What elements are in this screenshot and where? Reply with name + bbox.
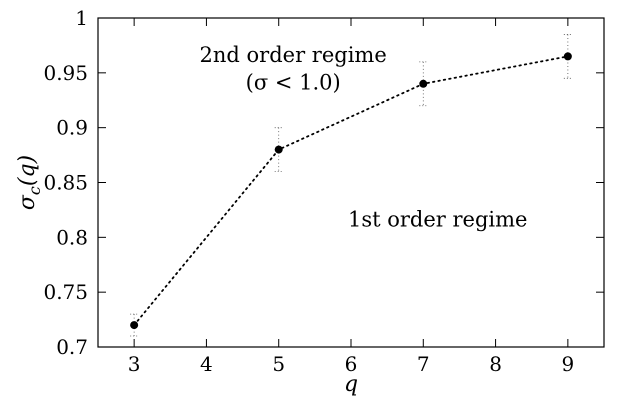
- x-axis-label: q: [344, 372, 358, 396]
- annotation-text: 1st order regime: [348, 207, 527, 231]
- data-point: [274, 145, 283, 154]
- data-point: [419, 79, 428, 88]
- y-tick-label: 0.85: [43, 171, 88, 195]
- annotation-text: (σ < 1.0): [246, 70, 341, 94]
- x-tick-label: 8: [489, 352, 502, 376]
- x-tick-label: 3: [128, 352, 141, 376]
- y-tick-label: 0.9: [56, 116, 88, 140]
- data-point: [563, 52, 572, 61]
- y-tick-label: 0.7: [56, 335, 88, 359]
- y-tick-label: 0.95: [43, 61, 88, 85]
- data-point: [130, 321, 139, 330]
- series-line: [133, 55, 569, 326]
- y-tick-label: 1: [75, 6, 88, 30]
- x-tick-label: 4: [200, 352, 213, 376]
- y-tick-label: 0.75: [43, 280, 88, 304]
- y-tick-label: 0.8: [56, 225, 88, 249]
- plot-frame: [97, 17, 605, 348]
- x-tick-label: 7: [417, 352, 430, 376]
- x-tick-label: 5: [272, 352, 285, 376]
- annotation-text: 2nd order regime: [200, 43, 387, 67]
- x-tick-label: 9: [561, 352, 574, 376]
- x-tick-label: 6: [345, 352, 358, 376]
- y-axis-label: σc(q): [15, 155, 44, 210]
